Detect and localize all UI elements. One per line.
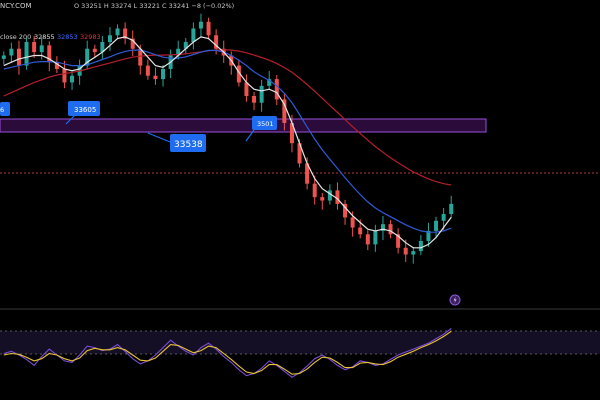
callout-level-a: 33605: [65, 101, 100, 125]
candle-body: [236, 65, 241, 83]
candle-body: [434, 220, 439, 231]
candle-body: [138, 48, 143, 66]
candle-body: [365, 234, 370, 245]
oscillator-main-line: [3, 327, 452, 378]
ma-lines-layer: [3, 36, 452, 249]
ma-legend-label: close 200: [0, 33, 31, 41]
candle-body: [183, 41, 188, 49]
candle-body: [92, 48, 97, 53]
candle-body: [403, 247, 408, 255]
candle-body: [252, 95, 257, 103]
oscillator-signal-line: [3, 330, 452, 375]
ma-fast-line: [3, 36, 452, 249]
candle-body: [305, 163, 310, 184]
candle-body: [153, 75, 158, 80]
candle-body: [418, 241, 423, 252]
candle-body: [130, 38, 135, 49]
chart-header: NCY.COM O 33251 H 33274 L 33221 C 33241 …: [0, 2, 234, 41]
candle-body: [358, 227, 363, 235]
candle-body: [441, 214, 446, 221]
callout-level-c: 3501: [245, 116, 277, 142]
candle-body: [32, 41, 37, 53]
candle-body: [312, 183, 317, 198]
candle-body: [380, 224, 385, 231]
ma-mid-line: [3, 49, 452, 233]
candle-body: [70, 75, 75, 83]
support-zone: [0, 118, 487, 133]
callout-left-edge-text: 6: [0, 106, 4, 114]
candle-body: [39, 45, 44, 53]
candle-body: [343, 203, 348, 218]
candle-body: [449, 203, 454, 215]
candle-body: [1, 55, 6, 59]
candle-body: [62, 68, 67, 83]
candle-body: [123, 28, 128, 39]
ma-fast-value: 32855: [34, 33, 55, 41]
ma-mid-value: 32853: [57, 33, 78, 41]
ohlc-readout: O 33251 H 33274 L 33221 C 33241 −8 (−0.0…: [74, 2, 234, 10]
candle-body: [267, 79, 272, 86]
oscillator-band: [0, 331, 600, 354]
candle-body: [297, 143, 302, 164]
callout-level-b: 33538: [147, 132, 206, 152]
candle-body: [54, 62, 59, 69]
symbol-label: NCY.COM: [0, 2, 32, 10]
candle-body: [206, 21, 211, 36]
candle-body: [350, 217, 355, 228]
callout-left-edge: 6: [0, 102, 10, 116]
candle-body: [145, 65, 150, 76]
candle-body: [161, 68, 166, 80]
candle-body: [9, 48, 14, 56]
candle-body: [85, 48, 90, 66]
candle-body: [327, 190, 332, 201]
callout-level-b-text: 33538: [174, 140, 203, 150]
candle-body: [396, 234, 401, 248]
lightning-icon[interactable]: [449, 294, 461, 306]
callout-level-c-text: 3501: [257, 120, 274, 128]
callout-level-a-text: 33605: [74, 106, 96, 114]
candle-body: [373, 230, 378, 245]
candle-body: [47, 45, 52, 63]
candle-body: [24, 41, 29, 66]
oscillator-lines-layer: [3, 327, 452, 378]
candle-body: [16, 48, 21, 66]
candle-body: [244, 82, 249, 96]
candle-body: [282, 99, 287, 123]
candles-layer: [1, 13, 454, 264]
candle-body: [388, 224, 393, 235]
candle-body: [289, 122, 294, 144]
candle-body: [191, 28, 196, 42]
candle-body: [274, 79, 279, 100]
candle-body: [198, 21, 203, 29]
candle-body: [411, 251, 416, 255]
candle-body: [107, 35, 112, 42]
candle-body: [426, 230, 431, 242]
candle-body: [214, 35, 219, 49]
ma-slow-value: 32983: [80, 33, 101, 41]
candle-body: [320, 197, 325, 201]
candle-body: [100, 41, 105, 53]
candle-body: [176, 48, 181, 56]
candle-body: [335, 190, 340, 204]
candle-body: [115, 28, 120, 36]
candle-body: [259, 85, 264, 103]
ma-slow-line: [3, 49, 452, 186]
